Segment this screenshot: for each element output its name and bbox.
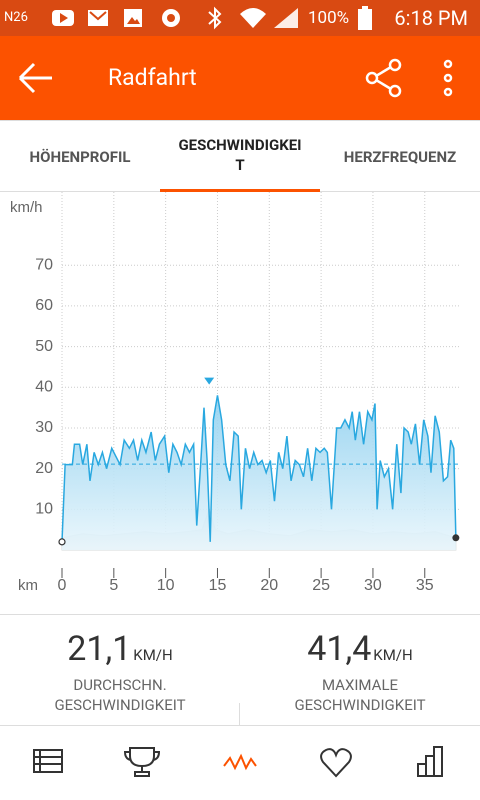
tab-label: HERZFREQUENZ: [343, 147, 457, 166]
nav-feed[interactable]: [33, 749, 63, 773]
stats-panel: 21,1 KM/H DURCHSCHN. GESCHWINDIGKEIT 41,4 K…: [0, 614, 480, 726]
clock: 6:18 PM: [394, 6, 468, 30]
x-tick-label: 25: [312, 577, 330, 594]
stat-unit: KM/H: [133, 646, 173, 664]
stat-label: MAXIMALE GESCHWINDIGKEIT: [294, 676, 426, 714]
y-tick-label: 40: [35, 378, 53, 395]
y-tick-label: 30: [35, 419, 53, 436]
menu-button[interactable]: [442, 58, 454, 98]
speed-area: [62, 395, 456, 550]
bottom-nav: [33, 746, 443, 778]
network-label: N26: [4, 10, 28, 25]
stat-unit: KM/H: [373, 646, 413, 664]
speed-line: [61, 395, 457, 542]
app-bar: Radfahrt: [0, 36, 480, 120]
end-point: [452, 534, 460, 542]
divider: [239, 703, 240, 725]
start-point: [58, 538, 66, 546]
tab[interactable]: HÖHENPROFIL: [0, 121, 160, 192]
y-tick-label: 70: [35, 256, 53, 273]
x-tick-label: 10: [157, 577, 175, 594]
tab-active[interactable]: GESCHWINDIGKEIT: [160, 121, 320, 192]
y-tick-label: 20: [35, 460, 53, 477]
screen-title: Radfahrt: [108, 64, 197, 91]
status-icons: [52, 6, 298, 30]
share-button[interactable]: [364, 58, 404, 98]
x-tick-label: 5: [109, 577, 118, 594]
battery-icon: [358, 6, 372, 30]
tab-bar: HÖHENPROFIL GESCHWINDIGKEIT HERZFREQUENZ: [0, 120, 480, 192]
battery-label: 100%: [308, 8, 350, 28]
nav-favorites[interactable]: [320, 748, 352, 778]
y-tick-label: 10: [35, 501, 53, 518]
x-tick-label: 35: [416, 577, 434, 594]
nav-challenges[interactable]: [123, 747, 161, 777]
stat-label: DURCHSCHN. GESCHWINDIGKEIT: [54, 676, 186, 714]
y-axis-label: km/h: [10, 199, 43, 216]
status-bar: N26 100% 6:18 PM: [0, 0, 480, 36]
nav-stats[interactable]: [417, 746, 443, 777]
x-tick-label: 0: [58, 577, 67, 594]
back-button[interactable]: [16, 58, 56, 98]
nav-activity[interactable]: [223, 753, 257, 771]
y-tick-label: 50: [35, 338, 53, 355]
x-tick-label: 20: [260, 577, 278, 594]
stat-value: 21,1: [67, 629, 132, 669]
tab-label: HÖHENPROFIL: [29, 147, 131, 166]
stat-value: 41,4: [307, 629, 372, 669]
x-axis-label: km: [18, 577, 38, 594]
max-marker: [204, 377, 215, 385]
stat: 41,4 KM/H MAXIMALE GESCHWINDIGKEIT: [240, 629, 480, 715]
tab-label: GESCHWINDIGKEIT: [178, 136, 302, 174]
tab[interactable]: HERZFREQUENZ: [320, 121, 480, 192]
x-tick-label: 30: [364, 577, 382, 594]
x-tick-label: 15: [209, 577, 227, 594]
stat: 21,1 KM/H DURCHSCHN. GESCHWINDIGKEIT: [0, 629, 240, 715]
chart: km/h km 10 20 30 40 50 60 70 0 5 10 15 20 25 30 35: [10, 192, 460, 594]
y-tick-label: 60: [35, 297, 53, 314]
